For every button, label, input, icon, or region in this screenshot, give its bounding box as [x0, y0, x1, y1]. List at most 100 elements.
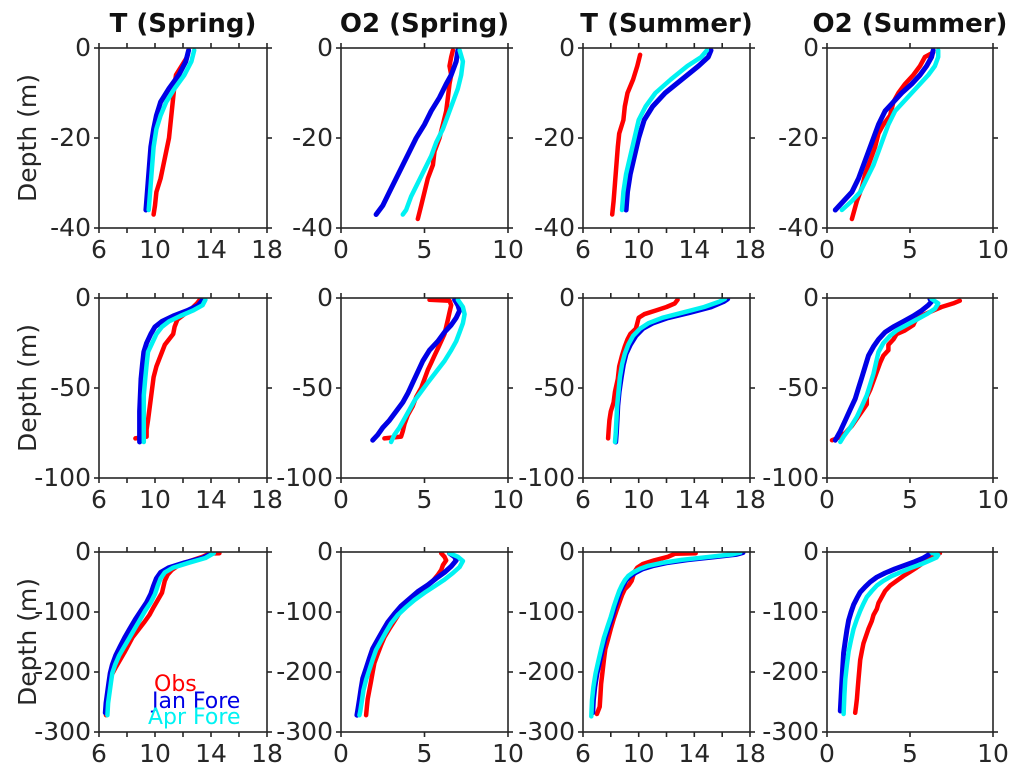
y-tick-label: 0 — [803, 537, 819, 566]
obs-line — [594, 552, 698, 717]
x-tick-label: 10 — [977, 739, 1009, 768]
tick-marks — [822, 293, 998, 483]
x-tick-label: 14 — [678, 485, 711, 514]
x-tick-label: 18 — [251, 739, 283, 768]
tick-marks — [578, 293, 755, 483]
legend-jan-fore: Jan Fore — [152, 689, 241, 714]
tick-marks — [94, 547, 272, 737]
column-title: O2 (Spring) — [339, 9, 510, 39]
jan-fore-line — [354, 552, 459, 718]
tick-marks — [578, 547, 755, 737]
column-title: O2 (Summer) — [812, 9, 1008, 39]
obs-line — [829, 298, 963, 443]
y-axis-label: Depth (m) — [13, 578, 42, 706]
x-tick-label: 5 — [416, 739, 433, 768]
legend-apr-fore: Apr Fore — [148, 705, 241, 730]
x-tick-label: 18 — [734, 485, 766, 514]
x-tick-label: 10 — [492, 739, 524, 768]
axes-box — [582, 47, 751, 229]
x-tick-label: 6 — [575, 739, 591, 768]
apr-fore-line — [388, 298, 467, 445]
jan-fore-line — [590, 552, 746, 716]
apr-fore-line — [146, 48, 197, 213]
jan-fore-line — [832, 298, 935, 443]
plot-area-panel-r2c1 — [336, 547, 513, 737]
y-tick-label: -20 — [50, 123, 91, 152]
y-tick-label: 0 — [559, 537, 575, 566]
obs-line — [852, 552, 943, 716]
y-tick-label: -50 — [534, 373, 575, 402]
apr-fore-line — [400, 48, 466, 217]
y-tick-label: -40 — [292, 213, 333, 242]
y-tick-label: -100 — [518, 597, 575, 626]
jan-fore-line — [832, 48, 936, 213]
y-tick-label: -100 — [762, 597, 819, 626]
x-tick-label: 5 — [902, 235, 918, 264]
y-tick-label: 0 — [75, 33, 91, 62]
tick-marks — [336, 293, 513, 483]
x-tick-label: 14 — [195, 739, 227, 768]
plot-area-panel-r2c0 — [94, 547, 272, 737]
x-tick-label: 10 — [492, 235, 524, 264]
x-tick-label: 14 — [678, 235, 711, 264]
x-tick-label: 6 — [575, 485, 591, 514]
apr-fore-line — [357, 552, 466, 718]
axes-box — [582, 297, 751, 479]
x-tick-label: 18 — [251, 235, 283, 264]
jan-fore-line — [137, 298, 206, 445]
y-tick-label: 0 — [803, 283, 819, 312]
y-tick-label: 0 — [803, 33, 819, 62]
x-tick-label: 10 — [139, 235, 171, 264]
x-tick-label: 14 — [678, 739, 711, 768]
x-tick-label: 5 — [902, 739, 918, 768]
y-tick-label: -200 — [34, 657, 91, 686]
apr-fore-line — [612, 298, 728, 445]
plot-area-T (Spring)-r0c0 — [94, 43, 272, 233]
y-tick-label: -40 — [50, 213, 91, 242]
x-tick-label: 0 — [333, 485, 349, 514]
y-tick-label: -300 — [34, 717, 91, 746]
y-tick-label: 0 — [75, 537, 91, 566]
y-tick-label: 0 — [317, 283, 333, 312]
y-tick-label: -100 — [34, 597, 91, 626]
y-tick-label: -20 — [534, 123, 575, 152]
x-tick-label: 10 — [139, 739, 171, 768]
x-tick-label: 14 — [195, 235, 227, 264]
y-tick-label: -40 — [778, 213, 819, 242]
x-tick-label: 18 — [734, 235, 766, 264]
y-tick-label: -300 — [276, 717, 333, 746]
x-tick-label: 5 — [416, 235, 433, 264]
x-tick-label: 10 — [139, 485, 171, 514]
plot-area-panel-r1c1 — [336, 293, 513, 483]
jan-fore-line — [837, 552, 933, 714]
tick-marks — [822, 547, 998, 737]
apr-fore-line — [141, 298, 208, 445]
x-tick-label: 10 — [977, 485, 1009, 514]
plot-area-panel-r2c3 — [822, 547, 998, 737]
y-tick-label: -50 — [292, 373, 333, 402]
y-tick-label: -200 — [762, 657, 819, 686]
jan-fore-line — [370, 298, 463, 443]
x-tick-label: 6 — [91, 739, 107, 768]
y-axis-label: Depth (m) — [13, 74, 42, 202]
x-tick-label: 0 — [819, 485, 835, 514]
plot-area-panel-r2c2 — [578, 547, 755, 737]
tick-marks — [94, 43, 272, 233]
x-tick-label: 5 — [902, 485, 918, 514]
y-tick-label: -100 — [276, 463, 333, 492]
y-tick-label: -20 — [778, 123, 819, 152]
y-tick-label: -40 — [534, 213, 575, 242]
y-tick-label: 0 — [317, 33, 333, 62]
plot-area-panel-r1c0 — [94, 293, 272, 483]
obs-line — [415, 48, 456, 222]
y-tick-label: -20 — [292, 123, 333, 152]
y-tick-label: -200 — [276, 657, 333, 686]
x-tick-label: 10 — [622, 739, 655, 768]
x-tick-label: 14 — [195, 485, 227, 514]
tick-marks — [578, 43, 755, 233]
column-title: T (Spring) — [109, 9, 257, 39]
y-axis-label: Depth (m) — [13, 324, 42, 452]
x-tick-label: 10 — [622, 235, 655, 264]
x-tick-label: 6 — [91, 485, 107, 514]
obs-line — [605, 298, 680, 441]
